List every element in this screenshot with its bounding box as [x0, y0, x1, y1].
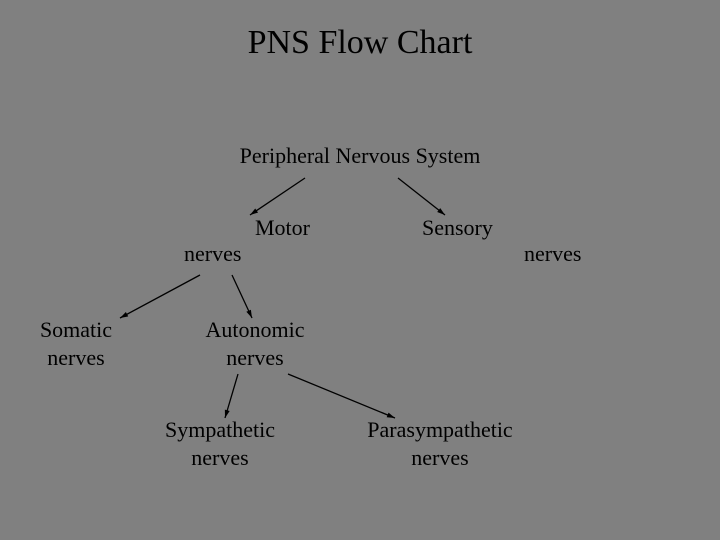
node-autonomic-line2: nerves: [226, 345, 283, 370]
node-nerves-left: nerves: [184, 240, 241, 268]
node-nerves-right: nerves: [524, 240, 581, 268]
node-parasympathetic: Parasympathetic nerves: [355, 416, 525, 471]
page-title: PNS Flow Chart: [0, 24, 720, 62]
node-motor: Motor: [255, 214, 310, 242]
node-autonomic: Autonomic nerves: [200, 316, 310, 371]
node-sympathetic-line1: Sympathetic: [165, 417, 275, 442]
node-somatic: Somatic nerves: [36, 316, 116, 371]
node-root: Peripheral Nervous System: [230, 142, 490, 170]
node-sensory: Sensory: [422, 214, 493, 242]
node-somatic-line2: nerves: [47, 345, 104, 370]
node-sympathetic-line2: nerves: [191, 445, 248, 470]
node-autonomic-line1: Autonomic: [206, 317, 305, 342]
node-somatic-line1: Somatic: [40, 317, 112, 342]
node-parasympathetic-line1: Parasympathetic: [367, 417, 512, 442]
node-parasympathetic-line2: nerves: [411, 445, 468, 470]
node-sympathetic: Sympathetic nerves: [155, 416, 285, 471]
